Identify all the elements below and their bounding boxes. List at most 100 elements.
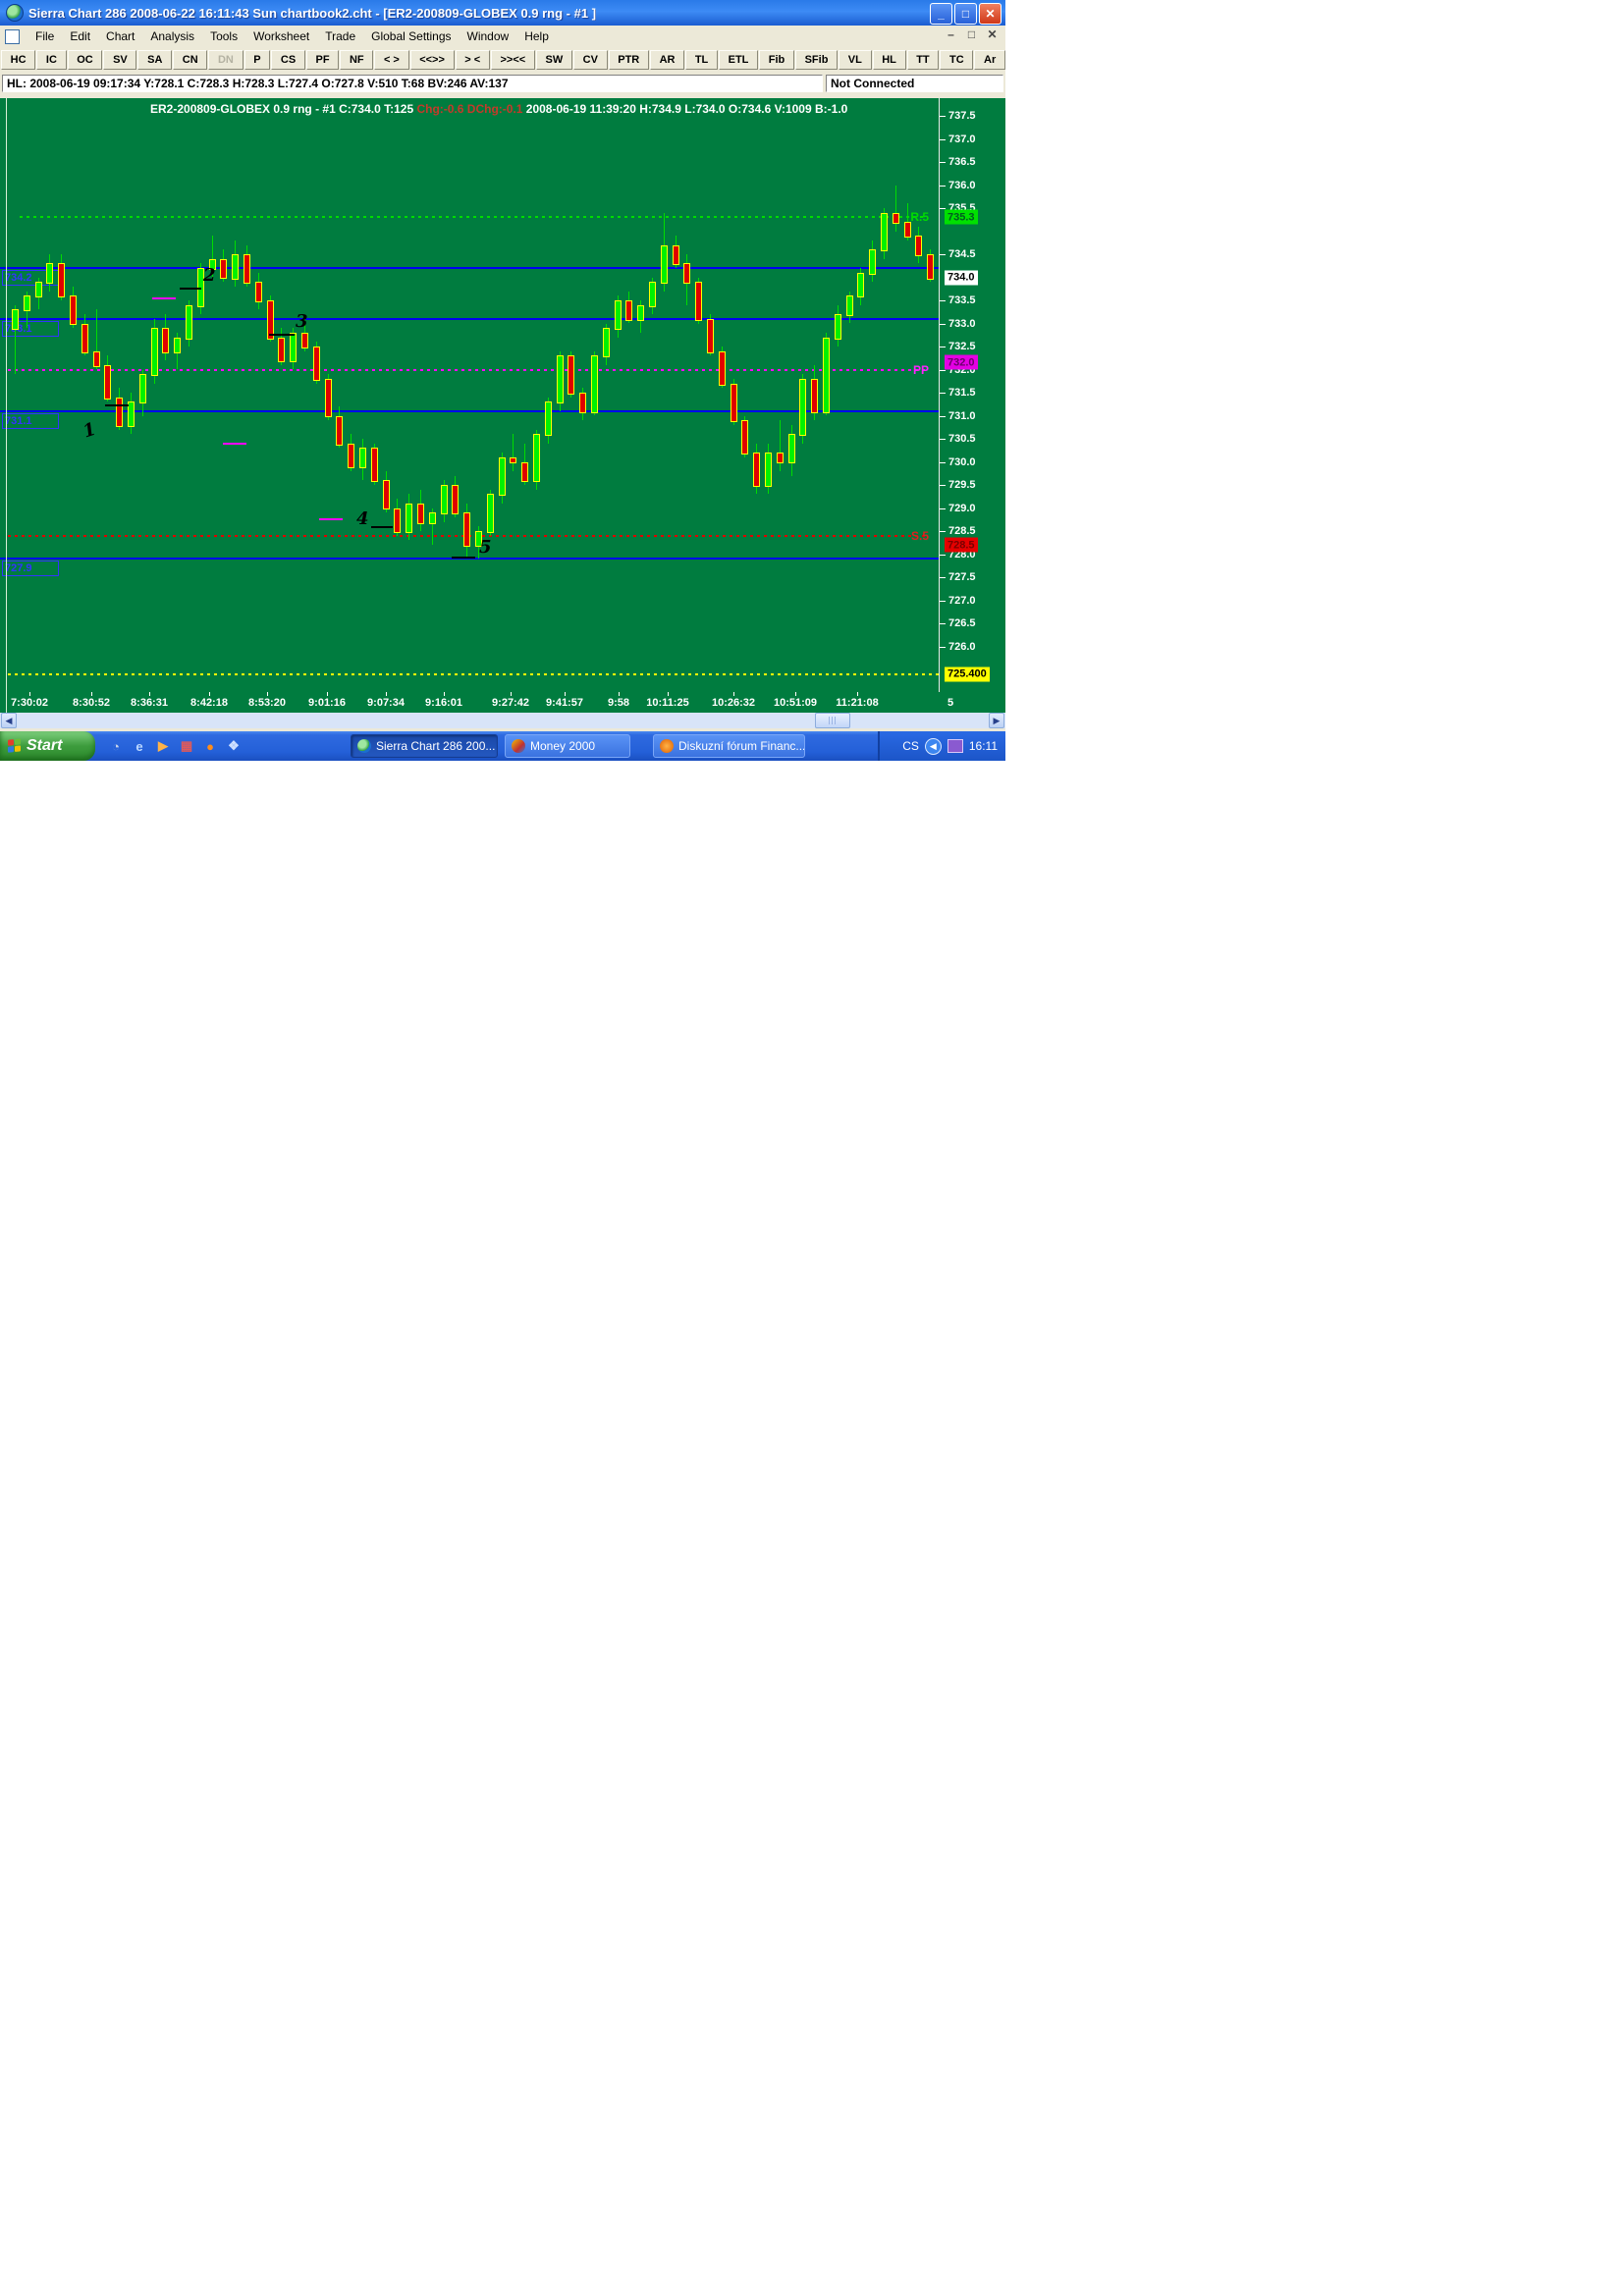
time-axis[interactable]: 7:30:02 8:30:52 8:36:31 8:42:18 8:53:20 9:01:…	[0, 692, 1005, 713]
mdi-restore-button[interactable]: □	[967, 27, 976, 41]
restore-button[interactable]: □	[954, 3, 977, 25]
candle	[695, 282, 703, 321]
toolbar-button-HL[interactable]: HL	[872, 50, 906, 70]
toolbar-button-TL[interactable]: TL	[685, 50, 718, 70]
candle	[417, 503, 424, 524]
toolbar-button-[interactable]: > <	[455, 50, 490, 70]
candle	[579, 393, 587, 413]
candle	[278, 337, 286, 363]
toolbar-button-TC[interactable]: TC	[940, 50, 974, 70]
globe-icon	[357, 739, 371, 753]
toolbar-button-HC[interactable]: HC	[1, 50, 36, 70]
candle	[58, 263, 66, 298]
toolbar-button-SV[interactable]: SV	[103, 50, 137, 70]
candle	[672, 244, 679, 266]
ie-icon[interactable]: e	[135, 738, 143, 754]
toolbar-button-OC[interactable]: OC	[67, 50, 103, 70]
task-button-firefox[interactable]: Diskuzní fórum Financ...	[653, 734, 805, 758]
toolbar-button-[interactable]: <<>>	[409, 50, 455, 70]
candle	[232, 254, 240, 280]
tray-display-icon[interactable]	[947, 739, 963, 753]
toolbar-button-P[interactable]: P	[244, 50, 271, 70]
task-button-globe[interactable]: Sierra Chart 286 200...	[351, 734, 498, 758]
price-tick	[940, 208, 946, 209]
menu-tools[interactable]: Tools	[210, 29, 239, 43]
mdi-child-icon[interactable]	[5, 28, 20, 44]
media-player-icon[interactable]: ▶	[158, 738, 168, 753]
chart-plot[interactable]: ER2-200809-GLOBEX 0.9 rng - #1 C:734.0 T…	[0, 98, 939, 692]
support-resistance-line	[0, 317, 939, 320]
menu-chart[interactable]: Chart	[106, 29, 135, 43]
language-indicator[interactable]: CS	[902, 739, 919, 753]
time-label: 9:58	[607, 697, 630, 709]
toolbar-button-VL[interactable]: VL	[839, 50, 872, 70]
scroll-right-arrow-icon[interactable]: ▶	[989, 713, 1004, 728]
chart-header-segment: 2008-06-19 11:39:20 H:734.9 L:734.0 O:73…	[522, 102, 848, 116]
candle	[915, 236, 923, 256]
price-tick	[940, 461, 946, 463]
candle	[138, 374, 146, 404]
toolbar-button-AR[interactable]: AR	[649, 50, 685, 70]
mdi-close-button[interactable]: ✕	[987, 27, 998, 41]
tray-roundel-icon[interactable]: ◀	[924, 737, 942, 755]
scroll-thumb[interactable]	[815, 713, 850, 728]
title-bar: Sierra Chart 286 2008-06-22 16:11:43 Sun…	[0, 0, 1005, 26]
toolbar-button-[interactable]: < >	[374, 50, 409, 70]
toolbar-button-PF[interactable]: PF	[305, 50, 340, 70]
toolbar-button-PTR[interactable]: PTR	[608, 50, 649, 70]
candle	[394, 507, 402, 533]
price-axis[interactable]: 737.5 737.0 736.5 736.0 735.5 734.5 733.5 733.0…	[939, 98, 1005, 692]
price-tick	[940, 577, 946, 578]
wave-annotation-line	[452, 556, 475, 559]
line-tag-label: PP	[912, 362, 929, 377]
toolbar-button-CV[interactable]: CV	[572, 50, 608, 70]
windows-update-icon[interactable]: ◔	[112, 738, 120, 754]
line-price-label: 733.1	[2, 320, 59, 337]
toolbar-button-TT[interactable]: TT	[906, 50, 940, 70]
toolbar-button-NF[interactable]: NF	[340, 50, 374, 70]
candle	[174, 337, 182, 353]
candle	[428, 512, 436, 524]
menu-worksheet[interactable]: Worksheet	[253, 29, 310, 43]
price-tick-label: 727.0	[948, 594, 976, 607]
toolbar-button-Ar[interactable]: Ar	[974, 50, 1005, 70]
toolbar-button-ETL[interactable]: ETL	[718, 50, 759, 70]
toolbar-button-[interactable]: >><<	[490, 50, 535, 70]
toolbar-button-CN[interactable]: CN	[173, 50, 208, 70]
task-button-money[interactable]: Money 2000	[505, 734, 630, 758]
scroll-left-arrow-icon[interactable]: ◀	[1, 713, 17, 728]
candle	[452, 485, 460, 515]
menu-edit[interactable]: Edit	[70, 29, 91, 43]
price-tick	[940, 531, 946, 532]
horizontal-scrollbar[interactable]: ◀ ▶	[0, 713, 1005, 728]
menu-file[interactable]: File	[35, 29, 55, 43]
mdi-minimize-button[interactable]: –	[947, 27, 954, 41]
toolbar-button-SW[interactable]: SW	[535, 50, 572, 70]
close-button[interactable]: ✕	[979, 3, 1001, 25]
wave-annotation-2: 2	[203, 265, 216, 287]
toolbar-button-Fib[interactable]: Fib	[759, 50, 794, 70]
menu-analysis[interactable]: Analysis	[150, 29, 195, 43]
price-tick	[940, 185, 946, 187]
menu-help[interactable]: Help	[524, 29, 549, 43]
toolbar-button-SFib[interactable]: SFib	[794, 50, 839, 70]
minimize-button[interactable]: _	[930, 3, 952, 25]
price-tick	[940, 485, 946, 486]
start-button[interactable]: Start	[0, 731, 95, 761]
candle	[440, 485, 448, 515]
firefox-icon[interactable]: ●	[206, 738, 214, 754]
toolbar-button-IC[interactable]: IC	[36, 50, 67, 70]
clock: 16:11	[968, 739, 998, 753]
toolbar-button-SA[interactable]: SA	[137, 50, 173, 70]
time-tick	[733, 692, 734, 696]
taskbar: Start CS ◀ 16:11 ◔ e ▶ ▦ ● ❖ Sierra Chart 286 …	[0, 731, 1005, 761]
menu-window[interactable]: Window	[466, 29, 510, 43]
toolbar-button-CS[interactable]: CS	[271, 50, 305, 70]
candle	[12, 309, 19, 331]
outlook-icon[interactable]: ❖	[228, 738, 240, 753]
save-icon[interactable]: ▦	[180, 738, 193, 753]
price-tick-label: 736.5	[948, 156, 976, 168]
menu-global-settings[interactable]: Global Settings	[371, 29, 452, 43]
candle	[845, 295, 853, 317]
menu-trade[interactable]: Trade	[325, 29, 356, 43]
